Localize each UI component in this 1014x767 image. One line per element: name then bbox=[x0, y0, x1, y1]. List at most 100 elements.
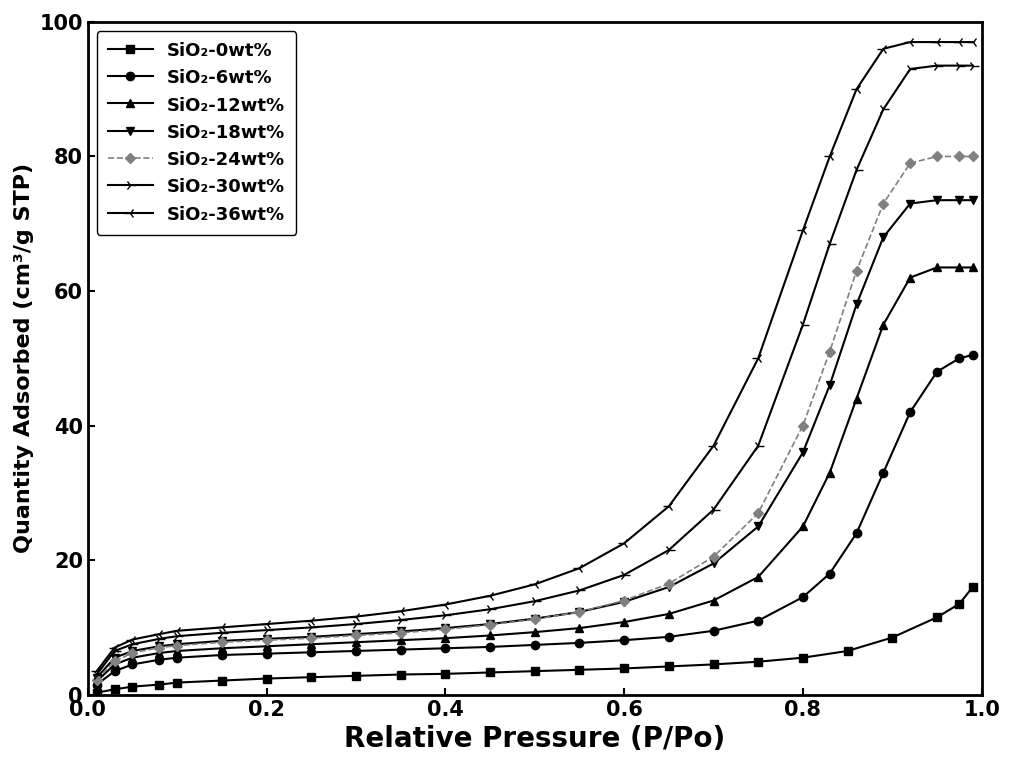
SiO₂-6wt% bbox=[171, 653, 184, 662]
SiO₂-36wt% bbox=[966, 38, 979, 47]
SiO₂-0wt% bbox=[153, 680, 165, 690]
SiO₂-18wt% bbox=[931, 196, 943, 205]
SiO₂-0wt% bbox=[305, 673, 317, 682]
SiO₂-30wt% bbox=[216, 628, 228, 637]
SiO₂-18wt% bbox=[953, 196, 965, 205]
SiO₂-18wt% bbox=[528, 614, 540, 624]
SiO₂-24wt% bbox=[966, 152, 979, 161]
SiO₂-0wt% bbox=[261, 674, 273, 683]
SiO₂-24wt% bbox=[439, 625, 451, 634]
SiO₂-30wt% bbox=[797, 320, 809, 329]
SiO₂-0wt% bbox=[931, 613, 943, 622]
SiO₂-24wt% bbox=[904, 159, 917, 168]
SiO₂-36wt% bbox=[619, 538, 631, 548]
SiO₂-6wt% bbox=[708, 626, 720, 635]
SiO₂-36wt% bbox=[484, 591, 496, 601]
SiO₂-30wt% bbox=[394, 615, 407, 624]
SiO₂-36wt% bbox=[752, 354, 765, 363]
Line: SiO₂-0wt%: SiO₂-0wt% bbox=[92, 583, 976, 697]
SiO₂-0wt% bbox=[886, 633, 898, 642]
SiO₂-0wt% bbox=[350, 671, 362, 680]
SiO₂-0wt% bbox=[171, 678, 184, 687]
SiO₂-30wt% bbox=[823, 239, 836, 249]
SiO₂-18wt% bbox=[394, 627, 407, 636]
SiO₂-36wt% bbox=[851, 84, 863, 94]
SiO₂-6wt% bbox=[904, 407, 917, 416]
SiO₂-36wt% bbox=[350, 612, 362, 621]
SiO₂-6wt% bbox=[823, 569, 836, 578]
SiO₂-12wt% bbox=[394, 636, 407, 645]
SiO₂-24wt% bbox=[484, 621, 496, 630]
SiO₂-0wt% bbox=[484, 668, 496, 677]
SiO₂-6wt% bbox=[484, 642, 496, 651]
SiO₂-30wt% bbox=[752, 441, 765, 450]
SiO₂-30wt% bbox=[439, 611, 451, 620]
SiO₂-6wt% bbox=[931, 367, 943, 377]
SiO₂-36wt% bbox=[171, 626, 184, 635]
X-axis label: Relative Pressure (P/Po): Relative Pressure (P/Po) bbox=[344, 725, 725, 753]
SiO₂-0wt% bbox=[127, 682, 139, 691]
SiO₂-30wt% bbox=[573, 586, 585, 595]
SiO₂-0wt% bbox=[708, 660, 720, 669]
SiO₂-36wt% bbox=[663, 502, 675, 511]
SiO₂-24wt% bbox=[953, 152, 965, 161]
SiO₂-12wt% bbox=[904, 273, 917, 282]
SiO₂-18wt% bbox=[823, 380, 836, 390]
SiO₂-36wt% bbox=[305, 616, 317, 625]
Legend: SiO₂-0wt%, SiO₂-6wt%, SiO₂-12wt%, SiO₂-18wt%, SiO₂-24wt%, SiO₂-30wt%, SiO₂-36wt%: SiO₂-0wt%, SiO₂-6wt%, SiO₂-12wt%, SiO₂-1… bbox=[96, 31, 296, 235]
SiO₂-24wt% bbox=[931, 152, 943, 161]
SiO₂-30wt% bbox=[350, 620, 362, 629]
SiO₂-18wt% bbox=[851, 300, 863, 309]
SiO₂-12wt% bbox=[153, 648, 165, 657]
SiO₂-12wt% bbox=[877, 320, 889, 329]
SiO₂-30wt% bbox=[851, 166, 863, 175]
SiO₂-6wt% bbox=[261, 649, 273, 658]
SiO₂-6wt% bbox=[528, 640, 540, 650]
SiO₂-12wt% bbox=[797, 522, 809, 531]
SiO₂-0wt% bbox=[216, 676, 228, 685]
SiO₂-0wt% bbox=[439, 670, 451, 679]
SiO₂-12wt% bbox=[350, 637, 362, 647]
SiO₂-30wt% bbox=[171, 631, 184, 640]
SiO₂-0wt% bbox=[619, 664, 631, 673]
SiO₂-0wt% bbox=[394, 670, 407, 679]
SiO₂-12wt% bbox=[619, 617, 631, 627]
SiO₂-30wt% bbox=[261, 626, 273, 635]
SiO₂-24wt% bbox=[752, 509, 765, 518]
SiO₂-24wt% bbox=[153, 643, 165, 652]
SiO₂-30wt% bbox=[877, 105, 889, 114]
SiO₂-12wt% bbox=[484, 631, 496, 640]
SiO₂-6wt% bbox=[127, 660, 139, 669]
SiO₂-18wt% bbox=[904, 199, 917, 208]
SiO₂-30wt% bbox=[953, 61, 965, 71]
SiO₂-36wt% bbox=[823, 152, 836, 161]
SiO₂-12wt% bbox=[171, 647, 184, 656]
SiO₂-6wt% bbox=[394, 645, 407, 654]
SiO₂-6wt% bbox=[90, 680, 102, 690]
SiO₂-6wt% bbox=[153, 655, 165, 664]
SiO₂-0wt% bbox=[797, 653, 809, 662]
SiO₂-30wt% bbox=[619, 571, 631, 580]
SiO₂-24wt% bbox=[797, 421, 809, 430]
SiO₂-6wt% bbox=[851, 528, 863, 538]
SiO₂-36wt% bbox=[877, 44, 889, 54]
Line: SiO₂-30wt%: SiO₂-30wt% bbox=[91, 60, 979, 680]
SiO₂-12wt% bbox=[90, 676, 102, 686]
SiO₂-24wt% bbox=[619, 596, 631, 605]
SiO₂-30wt% bbox=[153, 634, 165, 644]
SiO₂-24wt% bbox=[708, 552, 720, 561]
SiO₂-24wt% bbox=[216, 637, 228, 647]
SiO₂-18wt% bbox=[108, 653, 121, 662]
SiO₂-24wt% bbox=[171, 641, 184, 650]
SiO₂-6wt% bbox=[350, 647, 362, 656]
SiO₂-24wt% bbox=[127, 648, 139, 657]
SiO₂-24wt% bbox=[90, 675, 102, 684]
SiO₂-18wt% bbox=[439, 624, 451, 633]
SiO₂-18wt% bbox=[877, 232, 889, 242]
Line: SiO₂-18wt%: SiO₂-18wt% bbox=[92, 196, 976, 682]
SiO₂-12wt% bbox=[216, 644, 228, 653]
SiO₂-12wt% bbox=[931, 263, 943, 272]
SiO₂-12wt% bbox=[663, 609, 675, 618]
SiO₂-24wt% bbox=[108, 657, 121, 666]
SiO₂-24wt% bbox=[394, 628, 407, 637]
